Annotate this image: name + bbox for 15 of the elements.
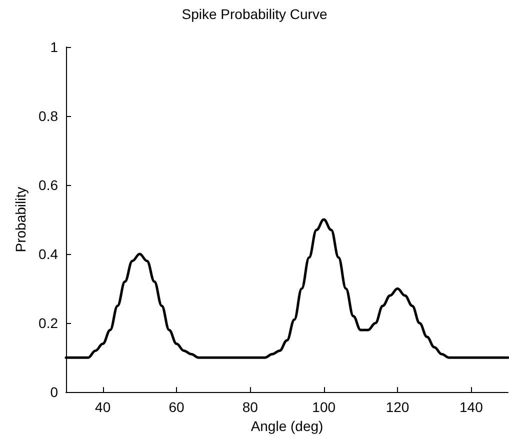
x-tick-label: 100 — [312, 399, 336, 416]
x-tick-label: 120 — [386, 399, 410, 416]
y-tick-label: 1 — [50, 39, 58, 55]
y-axis-title: Probability — [12, 186, 29, 252]
y-tick-label: 0.4 — [38, 246, 58, 262]
x-axis-title: Angle (deg) — [250, 418, 324, 434]
y-tick-label: 0 — [50, 384, 58, 400]
y-tick-label: 0.8 — [38, 108, 58, 124]
x-tick-label: 80 — [242, 399, 258, 416]
x-tick-label: 60 — [168, 399, 184, 416]
chart-title: Spike Probability Curve — [182, 6, 328, 22]
y-tick-label: 0.6 — [38, 177, 58, 194]
x-tick-label: 40 — [95, 399, 111, 416]
x-tick-label: 140 — [459, 399, 484, 416]
y-tick-label: 0.2 — [38, 315, 58, 332]
